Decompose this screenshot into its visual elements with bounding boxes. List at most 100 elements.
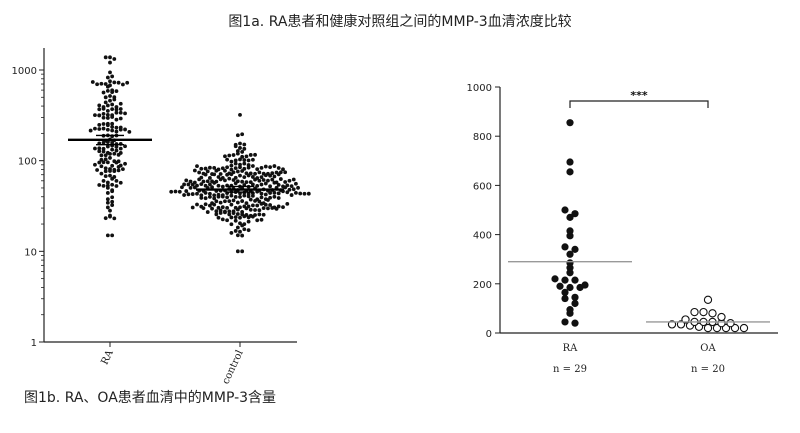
data-point-control [233, 144, 238, 149]
figure-1a-caption: 图1a. RA患者和健康对照组之间的MMP-3血清浓度比较 [228, 14, 572, 30]
data-point-control [216, 215, 221, 220]
data-point-RA [571, 319, 579, 327]
data-point-control [251, 203, 255, 208]
data-point-RA [103, 82, 108, 86]
data-point-RA [105, 127, 110, 132]
data-point-control [229, 172, 234, 177]
data-point-control [214, 209, 219, 214]
data-point-control [270, 206, 275, 210]
data-point-control [261, 206, 266, 211]
data-point-RA [110, 203, 115, 207]
data-point-RA [105, 116, 110, 120]
y-tick-label: 1000 [467, 83, 492, 94]
data-point-control [281, 205, 285, 210]
data-point-control [251, 214, 255, 219]
data-point-control [257, 178, 262, 183]
data-point-RA [566, 232, 574, 240]
data-point-control [283, 170, 288, 175]
data-point-RA [103, 100, 108, 105]
data-point-control [184, 189, 189, 193]
data-point-control [203, 172, 208, 177]
data-point-RA [110, 90, 115, 94]
data-point-control [182, 193, 187, 197]
data-point-control [251, 175, 255, 179]
data-point-RA [105, 191, 110, 195]
data-point-control [253, 208, 257, 212]
data-point-control [240, 199, 245, 203]
data-point-control [173, 189, 178, 194]
data-point-control [278, 177, 283, 181]
y-tick-label: 0 [486, 329, 492, 340]
data-point-control [190, 182, 195, 187]
data-point-RA [112, 216, 117, 221]
data-point-RA [95, 168, 99, 172]
data-point-control [289, 193, 294, 197]
data-point-control [240, 179, 245, 184]
data-point-OA [708, 309, 717, 318]
data-point-control [188, 179, 193, 184]
data-point-control [248, 207, 253, 212]
data-point-RA [118, 110, 123, 115]
data-point-control [203, 166, 208, 171]
data-point-RA [99, 164, 104, 169]
data-point-RA [114, 184, 119, 188]
data-point-control [246, 219, 251, 224]
data-point-control [218, 177, 223, 182]
data-point-RA [121, 82, 125, 87]
data-point-control [220, 205, 225, 210]
data-point-control [248, 197, 253, 202]
data-point-control [240, 169, 245, 173]
data-point-control [283, 185, 288, 190]
data-point-RA [114, 178, 119, 183]
data-point-RA [566, 250, 574, 258]
data-point-control [225, 195, 230, 200]
data-point-RA [108, 208, 112, 213]
data-point-RA [101, 112, 106, 116]
data-point-control [272, 194, 277, 199]
data-point-control [195, 202, 199, 207]
data-point-control [225, 165, 230, 170]
data-point-control [261, 178, 266, 182]
data-point-control [235, 212, 240, 216]
data-point-control [223, 178, 227, 183]
data-point-RA [561, 294, 569, 303]
data-point-RA [114, 160, 119, 165]
data-point-control [274, 207, 279, 211]
data-point-RA [97, 160, 102, 165]
data-point-RA [118, 107, 123, 111]
data-point-control [169, 189, 174, 194]
data-point-control [229, 231, 234, 235]
data-point-control [212, 193, 217, 198]
data-point-RA [112, 97, 117, 102]
data-point-control [263, 202, 268, 207]
data-point-control [268, 191, 272, 195]
x-tick-label-OA: OA [700, 343, 716, 354]
data-point-control [231, 153, 236, 157]
data-point-control [276, 172, 281, 177]
data-point-control [199, 166, 204, 171]
data-point-control [251, 193, 255, 198]
data-point-RA [121, 167, 125, 172]
data-point-OA [703, 323, 713, 333]
data-point-control [242, 161, 247, 166]
data-point-control [212, 196, 217, 201]
data-point-control [223, 168, 227, 173]
data-point-RA [108, 173, 112, 178]
data-point-control [276, 204, 281, 209]
data-point-RA [93, 126, 97, 131]
data-point-RA [97, 183, 102, 187]
data-point-control [195, 164, 199, 169]
data-point-control [182, 182, 187, 187]
data-point-control [253, 152, 257, 157]
data-point-control [197, 170, 202, 175]
data-point-RA [114, 148, 119, 153]
data-point-RA [105, 75, 110, 80]
data-point-RA [101, 106, 106, 111]
data-point-RA [105, 103, 110, 108]
data-point-control [225, 218, 230, 223]
data-point-RA [114, 129, 119, 134]
data-point-control [235, 151, 240, 156]
data-point-control [272, 180, 277, 185]
data-point-RA [105, 109, 110, 113]
y-tick-label: 800 [473, 132, 492, 143]
